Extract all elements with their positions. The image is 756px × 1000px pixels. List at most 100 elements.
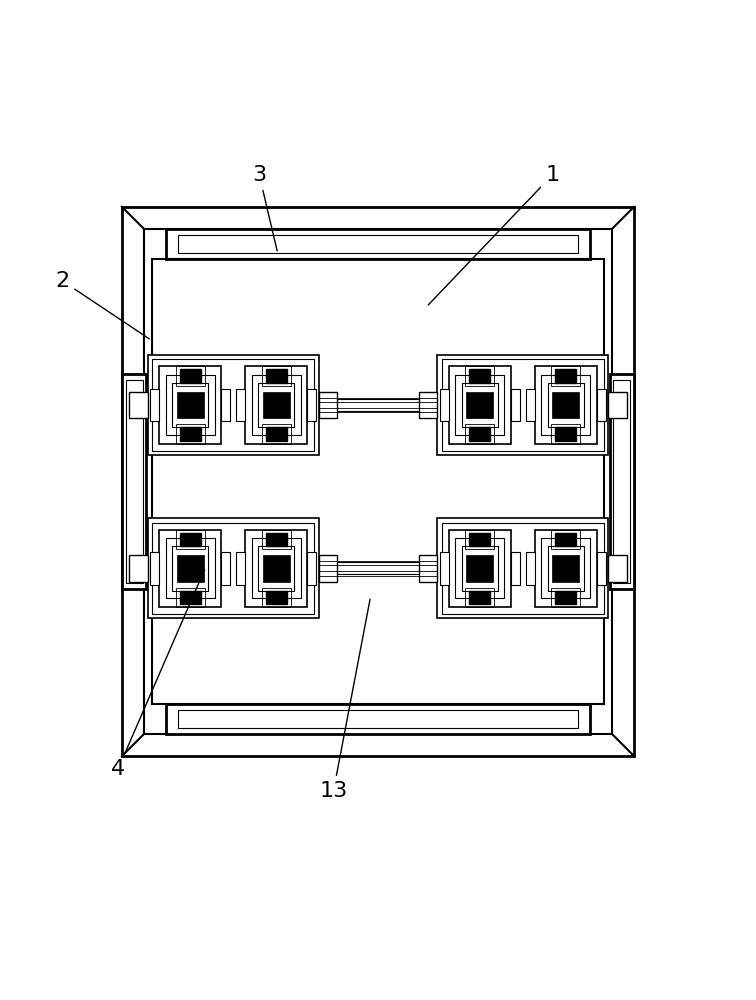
Bar xyxy=(534,530,597,607)
Bar xyxy=(159,366,222,444)
Bar xyxy=(608,555,627,582)
Polygon shape xyxy=(266,427,287,441)
Text: 13: 13 xyxy=(319,599,370,801)
Polygon shape xyxy=(180,427,200,441)
Text: 3: 3 xyxy=(253,165,277,251)
Bar xyxy=(178,235,578,253)
Bar xyxy=(263,392,290,418)
Bar xyxy=(144,229,612,734)
Bar xyxy=(462,383,497,427)
Bar xyxy=(419,555,438,582)
Bar xyxy=(534,366,597,444)
Bar xyxy=(125,380,143,583)
Polygon shape xyxy=(469,591,490,604)
Bar xyxy=(438,518,608,618)
Bar xyxy=(166,538,215,598)
Bar xyxy=(318,399,438,411)
Bar xyxy=(259,383,294,427)
Bar xyxy=(551,424,581,444)
Bar xyxy=(308,552,317,585)
Bar xyxy=(245,530,308,607)
Bar xyxy=(462,546,497,591)
Bar xyxy=(465,530,494,549)
Bar xyxy=(547,383,584,427)
Bar xyxy=(122,374,147,589)
Bar xyxy=(152,259,604,704)
Bar xyxy=(511,552,519,585)
Polygon shape xyxy=(469,369,490,383)
Bar xyxy=(237,389,245,421)
Bar xyxy=(259,546,294,591)
Bar xyxy=(448,530,511,607)
Bar xyxy=(177,392,203,418)
Bar xyxy=(448,366,511,444)
Bar xyxy=(318,562,438,574)
Bar xyxy=(153,359,314,451)
Bar xyxy=(525,389,534,421)
Bar xyxy=(439,389,448,421)
Bar xyxy=(551,366,581,386)
Bar xyxy=(166,229,590,259)
Polygon shape xyxy=(469,533,490,546)
Bar xyxy=(465,588,494,607)
Bar xyxy=(148,355,318,455)
Bar xyxy=(237,552,245,585)
Text: 2: 2 xyxy=(55,271,150,339)
Polygon shape xyxy=(469,427,490,441)
Bar xyxy=(465,424,494,444)
Bar xyxy=(177,555,203,582)
Bar xyxy=(172,383,209,427)
Bar xyxy=(222,552,231,585)
Bar xyxy=(252,538,301,598)
Bar xyxy=(438,355,608,455)
Bar xyxy=(262,530,291,549)
Bar xyxy=(466,392,493,418)
Bar xyxy=(541,375,590,435)
Bar xyxy=(613,380,631,583)
Bar xyxy=(551,530,581,549)
Bar xyxy=(466,555,493,582)
Polygon shape xyxy=(556,369,576,383)
Polygon shape xyxy=(556,591,576,604)
Polygon shape xyxy=(266,369,287,383)
Bar xyxy=(245,366,308,444)
Bar xyxy=(262,366,291,386)
Bar xyxy=(442,523,603,614)
Bar xyxy=(129,392,148,418)
Bar xyxy=(252,375,301,435)
Bar xyxy=(608,392,627,418)
Bar xyxy=(153,523,314,614)
Bar xyxy=(148,518,318,618)
Bar xyxy=(175,424,205,444)
Polygon shape xyxy=(556,533,576,546)
Bar xyxy=(175,366,205,386)
Bar xyxy=(150,552,159,585)
Polygon shape xyxy=(180,533,200,546)
Bar xyxy=(150,389,159,421)
Bar xyxy=(318,555,337,582)
Text: 1: 1 xyxy=(428,165,559,305)
Bar xyxy=(553,555,579,582)
Bar xyxy=(262,424,291,444)
Bar xyxy=(129,555,148,582)
Bar xyxy=(175,588,205,607)
Polygon shape xyxy=(180,369,200,383)
Bar xyxy=(222,389,231,421)
Bar xyxy=(166,704,590,734)
Polygon shape xyxy=(266,533,287,546)
Bar xyxy=(175,530,205,549)
Bar xyxy=(178,710,578,728)
Bar xyxy=(465,366,494,386)
Bar xyxy=(442,359,603,451)
Bar xyxy=(262,588,291,607)
Bar xyxy=(511,389,519,421)
Bar xyxy=(318,392,337,418)
Bar xyxy=(541,538,590,598)
Bar xyxy=(455,538,504,598)
Polygon shape xyxy=(266,591,287,604)
Bar xyxy=(551,588,581,607)
Bar xyxy=(525,552,534,585)
Text: 4: 4 xyxy=(111,569,205,779)
Bar xyxy=(439,552,448,585)
Bar xyxy=(597,389,606,421)
